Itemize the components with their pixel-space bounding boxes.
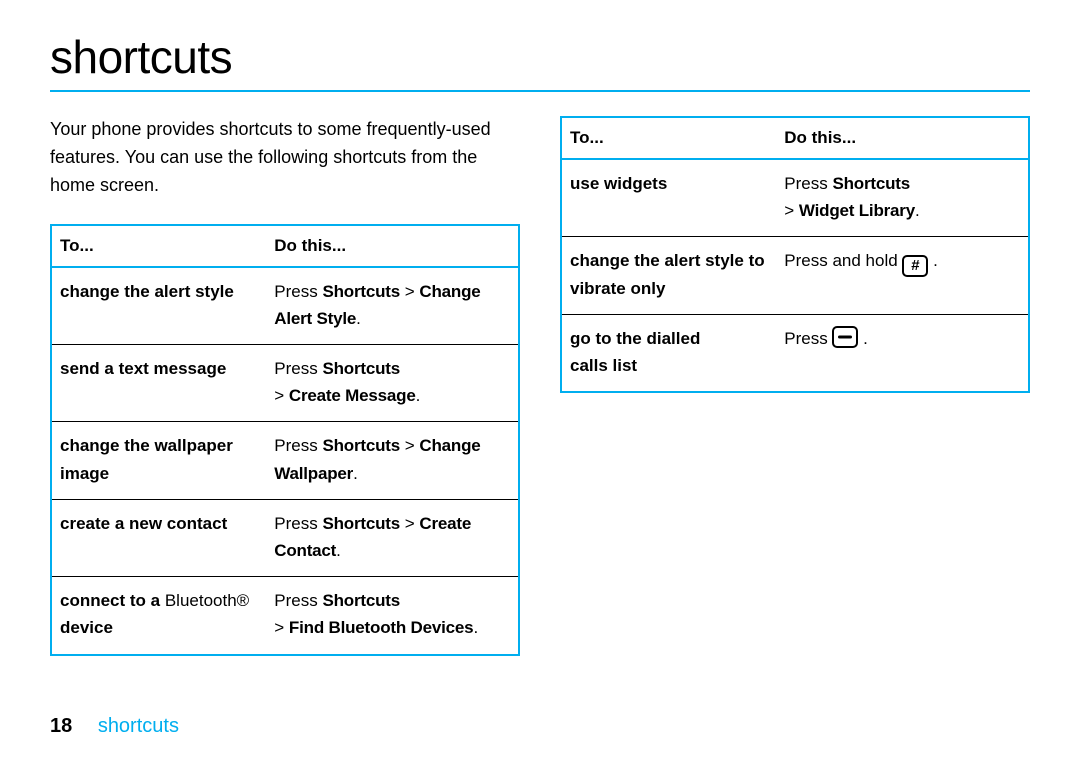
shortcuts-table-2: To... Do this... use widgetsPress Shortc… [560, 116, 1030, 393]
cell-do: Press Shortcuts> Create Message. [266, 345, 519, 422]
cell-to: use widgets [561, 159, 776, 237]
left-column: Your phone provides shortcuts to some fr… [50, 116, 520, 656]
table-header-do: Do this... [776, 117, 1029, 159]
table-row: send a text messagePress Shortcuts> Crea… [51, 345, 519, 422]
cell-do: Press Shortcuts> Find Bluetooth Devices. [266, 577, 519, 655]
table-row: change the wallpaper imagePress Shortcut… [51, 422, 519, 499]
table-row: change the alert stylePress Shortcuts > … [51, 267, 519, 345]
table-2-body: use widgetsPress Shortcuts> Widget Libra… [561, 159, 1029, 392]
cell-do: Press and hold # . [776, 237, 1029, 314]
cell-do: Press Shortcuts> Widget Library. [776, 159, 1029, 237]
cell-to: go to the dialled calls list [561, 314, 776, 392]
right-column: To... Do this... use widgetsPress Shortc… [560, 116, 1030, 656]
cell-to: send a text message [51, 345, 266, 422]
table-row: use widgetsPress Shortcuts> Widget Libra… [561, 159, 1029, 237]
page-footer: 18 shortcuts [50, 715, 179, 738]
cell-to: connect to a Bluetooth® device [51, 577, 266, 655]
table-header-do: Do this... [266, 225, 519, 267]
cell-to: change the alert style to vibrate only [561, 237, 776, 314]
page-number: 18 [50, 715, 72, 737]
cell-to: change the alert style [51, 267, 266, 345]
cell-to: change the wallpaper image [51, 422, 266, 499]
cell-to: create a new contact [51, 499, 266, 576]
page-title: shortcuts [50, 30, 1030, 92]
table-row: connect to a Bluetooth® devicePress Shor… [51, 577, 519, 655]
shortcuts-table-1: To... Do this... change the alert styleP… [50, 224, 520, 656]
cell-do: Press Shortcuts > Change Alert Style. [266, 267, 519, 345]
table-row: create a new contactPress Shortcuts > Cr… [51, 499, 519, 576]
table-1-body: change the alert stylePress Shortcuts > … [51, 267, 519, 655]
cell-do: Press . [776, 314, 1029, 392]
cell-do: Press Shortcuts > Change Wallpaper. [266, 422, 519, 499]
content-columns: Your phone provides shortcuts to some fr… [50, 116, 1030, 656]
intro-text: Your phone provides shortcuts to some fr… [50, 116, 520, 200]
section-name: shortcuts [98, 715, 179, 737]
table-row: change the alert style to vibrate onlyPr… [561, 237, 1029, 314]
table-row: go to the dialled calls listPress . [561, 314, 1029, 392]
table-header-to: To... [561, 117, 776, 159]
table-header-to: To... [51, 225, 266, 267]
cell-do: Press Shortcuts > Create Contact. [266, 499, 519, 576]
